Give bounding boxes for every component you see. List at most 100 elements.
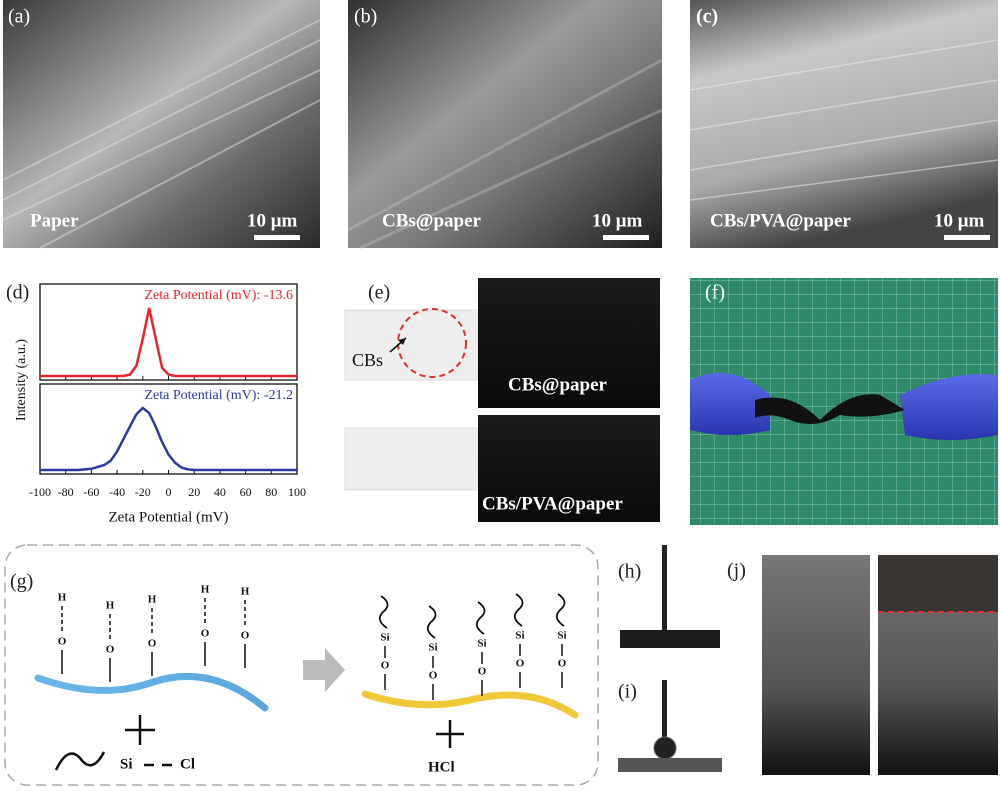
panel-a: (a) Paper 10 μm [2, 0, 321, 249]
highlight-circle [397, 308, 467, 378]
x-tick-label: -80 [58, 485, 74, 499]
atom-h: H [201, 584, 210, 596]
panel-i: (i) [618, 680, 722, 772]
x-tick-label: 60 [240, 485, 252, 499]
atom-o: O [558, 658, 567, 670]
droplet [653, 736, 677, 760]
fiber-texture [347, 58, 663, 250]
panel-label: (g) [10, 571, 33, 593]
substrate [618, 758, 722, 772]
panel-label: (b) [354, 6, 377, 28]
atom-o: O [241, 630, 250, 642]
atom-si: Si [515, 630, 524, 642]
sem-image [348, 0, 662, 248]
x-tick-label: 100 [288, 485, 306, 499]
needle [662, 680, 667, 738]
panel-d: (d) Zeta Potential (mV): -13.6 Zeta Poten… [6, 282, 306, 526]
sample-photo [762, 555, 870, 775]
panel-g: (g) Si Cl HCl H O H O H O H O H O Si O Si O Si O Si O Si O [4, 544, 599, 786]
scale-label: 10 μm [247, 210, 298, 231]
substrate [620, 630, 720, 648]
atom-o: O [106, 644, 115, 656]
panel-label: (j) [727, 560, 746, 582]
reagent-si: Si [120, 756, 133, 772]
scale-bar [944, 235, 990, 240]
reagent-cl: Cl [180, 756, 195, 772]
coated-paper [478, 415, 660, 522]
x-axis-label: Zeta Potential (mV) [109, 509, 229, 525]
x-tick-label: -100 [29, 485, 51, 499]
x-tick-label: 0 [166, 485, 172, 499]
series-line [40, 406, 297, 472]
needle [662, 545, 667, 630]
panel-label: (a) [8, 6, 30, 28]
caption: CBs@paper [508, 374, 608, 395]
x-tick-label: 40 [214, 485, 226, 499]
scale-bar [603, 235, 649, 240]
atom-si: Si [477, 638, 486, 650]
sem-image [3, 0, 320, 248]
panel-j: (j) [727, 555, 998, 775]
x-tick-label: 80 [265, 485, 277, 499]
uncoated-region [878, 555, 998, 612]
atom-o: O [516, 658, 525, 670]
panel-label: (i) [618, 681, 637, 703]
caption: CBs/PVA@paper [482, 493, 623, 514]
alkyl-tail [426, 605, 437, 639]
x-tick-label: -60 [83, 485, 99, 499]
panel-h: (h) [618, 545, 720, 648]
series-label: Zeta Potential (mV): -21.2 [144, 388, 293, 403]
atom-si: Si [428, 642, 437, 654]
atom-o: O [429, 670, 438, 682]
atom-o: O [148, 638, 157, 650]
x-tick-label: -40 [109, 485, 125, 499]
modified-chain [361, 690, 579, 719]
scale-label: 10 μm [934, 210, 985, 231]
panel-label: (c) [696, 6, 718, 28]
atom-o: O [58, 636, 67, 648]
alkyl-tail [513, 593, 524, 627]
paper-strip [344, 427, 479, 491]
cellulose-chain [34, 672, 269, 712]
fiber-texture [2, 19, 321, 249]
glove-left [690, 372, 770, 435]
panel-label: (e) [368, 282, 390, 304]
twisted-paper [755, 394, 905, 424]
y-axis-label: Intensity (a.u.) [14, 339, 29, 421]
panel-e: CBs CBs@paper CBs/PVA@paper (e) [344, 278, 660, 522]
arrow-head [398, 338, 406, 345]
atom-si: Si [557, 630, 566, 642]
panel-c: (c) CBs/PVA@paper 10 μm [689, 0, 999, 248]
atom-o: O [381, 660, 390, 672]
reaction-arrow [303, 648, 345, 692]
plus-signs [125, 715, 464, 748]
caption: Paper [30, 210, 79, 231]
glove-right [900, 374, 998, 440]
series-line [40, 307, 297, 378]
paper-strip [344, 309, 479, 381]
atom-o: O [201, 628, 210, 640]
scale-label: 10 μm [592, 210, 643, 231]
atom-h: H [148, 594, 157, 606]
x-tick-label: -20 [135, 485, 151, 499]
functional-groups: H O H O H O H O H O Si O Si O Si O Si O Si O [58, 584, 567, 700]
series-label: Zeta Potential (mV): -13.6 [144, 288, 293, 303]
pointer-label: CBs [352, 350, 383, 370]
x-tick-label: 20 [188, 485, 200, 499]
panel-label: (h) [618, 561, 641, 583]
sem-image [690, 0, 998, 248]
fiber-texture [689, 39, 999, 201]
alkyl-chain [54, 751, 106, 771]
atom-si: Si [380, 632, 389, 644]
atom-h: H [58, 592, 67, 604]
caption: CBs@paper [382, 210, 482, 231]
panel-label: (f) [705, 282, 725, 304]
product: HCl [428, 759, 455, 775]
panel-f: (f) [690, 278, 998, 525]
caption: CBs/PVA@paper [710, 210, 851, 231]
alkyl-tail [475, 601, 486, 635]
alkyl-tail [555, 593, 566, 627]
atom-h: H [241, 586, 250, 598]
alkyl-tail [378, 595, 389, 629]
